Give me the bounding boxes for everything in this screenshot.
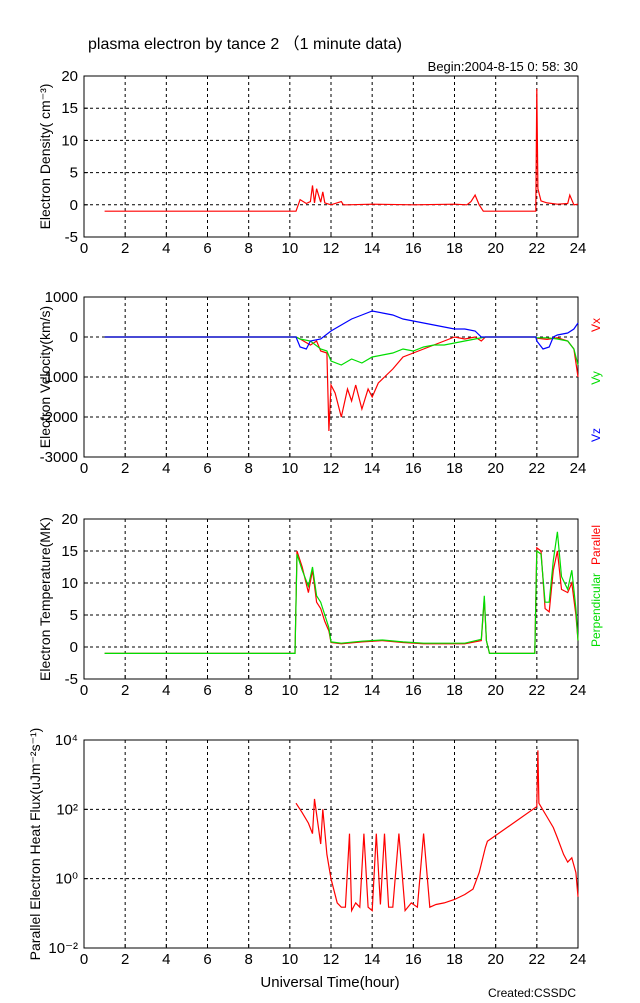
x-tick-label: 20 <box>487 240 504 257</box>
x-tick-label: 8 <box>244 460 252 477</box>
y-tick-label: 10⁻² <box>48 940 78 957</box>
x-tick-label: 18 <box>446 240 463 257</box>
x-tick-label: 10 <box>281 240 298 257</box>
x-tick-label: 4 <box>162 460 170 477</box>
x-tick-label: 8 <box>244 240 252 257</box>
x-tick-label: 12 <box>323 951 340 968</box>
x-tick-label: 6 <box>203 682 211 699</box>
x-tick-label: 20 <box>487 682 504 699</box>
x-tick-label: 4 <box>162 951 170 968</box>
y-tick-label: 0 <box>70 639 78 656</box>
x-tick-label: 12 <box>323 460 340 477</box>
y-tick-label: 20 <box>61 511 78 528</box>
y-axis-label: Electron Density( cm⁻³) <box>37 84 53 230</box>
y-tick-label: 15 <box>61 100 78 117</box>
series-line-vy <box>104 336 579 366</box>
x-tick-label: 10 <box>281 460 298 477</box>
x-tick-label: 2 <box>121 460 129 477</box>
x-tick-label: 18 <box>446 951 463 968</box>
x-tick-label: 12 <box>323 682 340 699</box>
y-tick-label: 10 <box>61 132 78 149</box>
y-tick-label: -5 <box>65 671 78 688</box>
x-tick-label: 24 <box>570 240 587 257</box>
y-tick-label: -3000 <box>40 449 78 466</box>
series-label-vy: Vy <box>589 371 603 385</box>
x-tick-label: 14 <box>364 240 381 257</box>
y-tick-label: 0 <box>70 329 78 346</box>
series-line-heatflux <box>295 750 579 913</box>
x-tick-label: 18 <box>446 682 463 699</box>
y-tick-label: -2000 <box>40 409 78 426</box>
y-tick-label: 5 <box>70 165 78 182</box>
x-tick-label: 16 <box>405 951 422 968</box>
x-tick-label: 4 <box>162 240 170 257</box>
x-tick-label: 0 <box>80 460 88 477</box>
y-axis-label: Electron Velocity(km/s) <box>37 306 53 448</box>
series-line-perpendicular <box>104 531 579 655</box>
figure-title: plasma electron by tance 2 （1 minute dat… <box>88 35 402 53</box>
x-tick-label: 24 <box>570 682 587 699</box>
series-line-density <box>104 88 579 212</box>
series-label-perpendicular: Perpendicular <box>589 573 603 647</box>
x-tick-label: 14 <box>364 682 381 699</box>
x-tick-label: 10 <box>281 682 298 699</box>
panels: 0 2 4 6 8 10 12 14 16 18 20 22 24-505101520Electron … <box>27 68 603 968</box>
panel-heatflux: 0 2 4 6 8 10 12 14 16 18 20 22 2410⁻²10⁰10²10⁴Parall… <box>27 728 586 968</box>
y-tick-label: 0 <box>70 197 78 214</box>
x-tick-label: 22 <box>528 682 545 699</box>
x-tick-label: 20 <box>487 951 504 968</box>
x-tick-label: 24 <box>570 460 587 477</box>
begin-label: Begin:2004-8-15 0: 58: 30 <box>428 59 578 74</box>
x-tick-label: 0 <box>80 240 88 257</box>
credit-label: Created:CSSDC <box>488 986 576 1000</box>
x-tick-label: 6 <box>203 951 211 968</box>
y-tick-label: -1000 <box>40 369 78 386</box>
x-tick-label: 0 <box>80 951 88 968</box>
x-tick-label: 18 <box>446 460 463 477</box>
x-tick-label: 8 <box>244 682 252 699</box>
y-tick-label: 15 <box>61 543 78 560</box>
x-tick-label: 12 <box>323 240 340 257</box>
x-tick-label: 14 <box>364 460 381 477</box>
series-label-vx: Vx <box>589 318 603 332</box>
y-tick-label: -5 <box>65 229 78 246</box>
x-tick-label: 24 <box>570 951 587 968</box>
x-tick-label: 6 <box>203 460 211 477</box>
x-tick-label: 22 <box>528 460 545 477</box>
x-tick-label: 20 <box>487 460 504 477</box>
x-axis-label: Universal Time(hour) <box>260 974 399 991</box>
y-tick-label: 10² <box>56 801 78 818</box>
x-tick-label: 16 <box>405 682 422 699</box>
x-tick-label: 4 <box>162 682 170 699</box>
x-tick-label: 14 <box>364 951 381 968</box>
panel-temperature: 0 2 4 6 8 10 12 14 16 18 20 22 24-505101520Electron … <box>37 511 603 699</box>
series-line-vz <box>104 310 579 350</box>
series-label-vz: Vz <box>589 428 603 442</box>
panel-velocity: 0 2 4 6 8 10 12 14 16 18 20 22 24-3000-2000-10000100… <box>37 289 603 477</box>
x-tick-label: 2 <box>121 951 129 968</box>
y-tick-label: 10⁴ <box>55 732 78 749</box>
y-axis-label: Parallel Electron Heat Flux(uJm⁻²s⁻¹) <box>27 728 43 961</box>
x-tick-label: 2 <box>121 240 129 257</box>
x-tick-label: 10 <box>281 951 298 968</box>
y-tick-label: 1000 <box>45 289 78 306</box>
x-tick-label: 22 <box>528 240 545 257</box>
y-tick-label: 10⁰ <box>55 871 78 888</box>
series-label-parallel: Parallel <box>589 525 603 565</box>
y-axis-label: Electron Temperature(MK) <box>37 517 53 681</box>
y-tick-label: 10 <box>61 575 78 592</box>
x-tick-label: 16 <box>405 460 422 477</box>
panel-density: 0 2 4 6 8 10 12 14 16 18 20 22 24-505101520Electron … <box>37 68 586 257</box>
x-tick-label: 16 <box>405 240 422 257</box>
x-tick-label: 6 <box>203 240 211 257</box>
y-tick-label: 20 <box>61 68 78 85</box>
x-tick-label: 8 <box>244 951 252 968</box>
y-tick-label: 5 <box>70 607 78 624</box>
x-tick-label: 0 <box>80 682 88 699</box>
x-tick-label: 2 <box>121 682 129 699</box>
x-tick-label: 22 <box>528 951 545 968</box>
